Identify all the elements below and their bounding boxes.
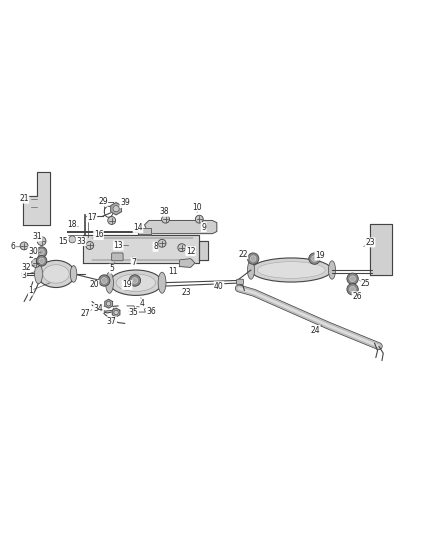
Circle shape (86, 241, 94, 249)
Text: 26: 26 (352, 292, 362, 301)
Text: 8: 8 (153, 243, 158, 251)
Text: 19: 19 (122, 280, 132, 289)
Text: 21: 21 (19, 194, 29, 203)
Circle shape (102, 278, 107, 284)
Ellipse shape (106, 272, 113, 293)
Text: 4: 4 (140, 299, 145, 308)
Text: 39: 39 (120, 198, 130, 207)
Text: 23: 23 (365, 238, 375, 247)
Text: 30: 30 (28, 247, 38, 256)
Text: 9: 9 (201, 223, 206, 231)
Circle shape (39, 258, 44, 263)
Circle shape (178, 244, 186, 252)
Polygon shape (105, 300, 113, 308)
FancyBboxPatch shape (112, 253, 123, 261)
Text: 31: 31 (32, 232, 42, 241)
Circle shape (350, 276, 356, 281)
Text: 19: 19 (315, 251, 325, 260)
Text: 23: 23 (181, 288, 191, 297)
Text: 35: 35 (129, 308, 138, 317)
Polygon shape (83, 235, 199, 263)
Text: 14: 14 (133, 223, 143, 232)
Circle shape (36, 247, 47, 257)
Circle shape (132, 278, 138, 284)
Circle shape (108, 216, 116, 224)
Circle shape (36, 255, 47, 266)
Text: 16: 16 (94, 230, 103, 239)
Text: 27: 27 (81, 309, 90, 318)
Text: 5: 5 (109, 264, 114, 273)
Circle shape (347, 273, 358, 285)
Text: 12: 12 (186, 247, 195, 256)
Ellipse shape (251, 258, 332, 282)
Circle shape (162, 215, 170, 223)
Circle shape (309, 253, 320, 264)
Circle shape (350, 286, 356, 292)
Text: 13: 13 (113, 241, 123, 250)
Text: 29: 29 (98, 197, 108, 206)
Ellipse shape (35, 264, 42, 284)
FancyBboxPatch shape (237, 279, 244, 285)
Text: 6: 6 (11, 243, 16, 251)
Circle shape (114, 310, 118, 314)
Text: 34: 34 (94, 304, 103, 313)
Text: 40: 40 (214, 282, 224, 290)
Polygon shape (111, 203, 121, 215)
Text: 38: 38 (159, 207, 169, 216)
Text: 37: 37 (107, 317, 117, 326)
Text: 17: 17 (87, 213, 97, 222)
Text: 18: 18 (67, 220, 77, 229)
Text: 1: 1 (28, 286, 33, 295)
Polygon shape (199, 241, 208, 260)
Circle shape (250, 256, 256, 262)
Ellipse shape (247, 261, 254, 279)
Text: 11: 11 (168, 267, 178, 276)
Circle shape (32, 259, 40, 268)
Polygon shape (370, 223, 392, 275)
Ellipse shape (43, 265, 69, 283)
Text: 20: 20 (89, 280, 99, 289)
Text: 2: 2 (28, 251, 33, 260)
Ellipse shape (116, 274, 155, 292)
Ellipse shape (37, 260, 74, 287)
Circle shape (69, 236, 76, 243)
Circle shape (195, 215, 203, 223)
Circle shape (39, 249, 44, 255)
Ellipse shape (110, 270, 162, 295)
Text: 22: 22 (238, 250, 248, 259)
Ellipse shape (258, 262, 325, 278)
Text: 3: 3 (21, 271, 27, 280)
Text: 7: 7 (131, 257, 136, 266)
Circle shape (247, 253, 259, 264)
Text: 32: 32 (21, 263, 31, 272)
Circle shape (347, 284, 358, 295)
Text: 25: 25 (361, 279, 371, 288)
Text: 33: 33 (76, 237, 86, 246)
Circle shape (113, 206, 119, 212)
Circle shape (158, 239, 166, 247)
Ellipse shape (158, 272, 166, 293)
Text: 36: 36 (146, 306, 156, 316)
Polygon shape (23, 172, 50, 225)
Text: 10: 10 (192, 203, 202, 212)
Circle shape (99, 275, 110, 286)
Circle shape (106, 302, 111, 306)
Polygon shape (138, 228, 151, 234)
Text: 24: 24 (311, 326, 320, 335)
Ellipse shape (70, 265, 77, 282)
Text: 15: 15 (59, 237, 68, 246)
Circle shape (37, 237, 46, 246)
Ellipse shape (328, 261, 336, 279)
Circle shape (311, 256, 317, 262)
Polygon shape (145, 221, 217, 233)
Circle shape (129, 275, 141, 286)
Circle shape (20, 242, 28, 250)
Polygon shape (112, 308, 120, 317)
Polygon shape (180, 259, 195, 268)
